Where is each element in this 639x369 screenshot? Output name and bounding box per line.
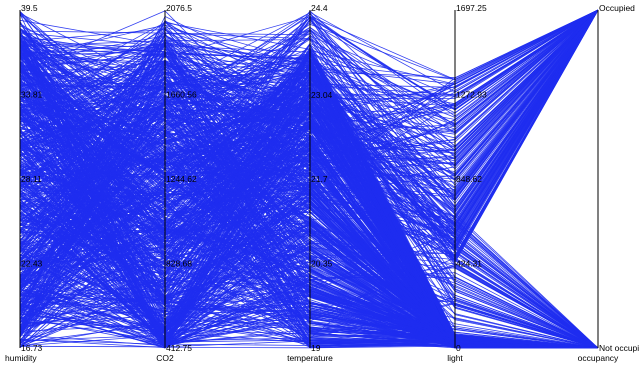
category-label: Occupied: [599, 3, 635, 13]
tick-label: 412.75: [166, 343, 192, 353]
tick-label: 33.81: [21, 89, 43, 99]
tick-label: 16.73: [21, 343, 43, 353]
axis-title: light: [447, 353, 463, 363]
tick-label: 21.7: [311, 174, 328, 184]
axis-co2: 412.75 828.68 1244.62 1660.56 2076.5 CO2: [156, 3, 197, 363]
axis-light: 0 424.31 848.62 1272.93 1697.25 light: [447, 3, 487, 363]
tick-label: 28.11: [21, 174, 42, 184]
tick-label: 1272.93: [456, 90, 487, 100]
category-label: Not occupied: [599, 343, 639, 353]
axis-occupancy: Not occupied Occupied occupancy: [578, 3, 639, 363]
tick-label: 24.4: [311, 3, 328, 13]
axis-humidity: 16.73 22.43 28.11 33.81 39.5 humidity: [5, 3, 43, 363]
tick-label: 2076.5: [166, 3, 192, 13]
tick-label: 23.04: [311, 90, 333, 100]
tick-label: 424.31: [456, 259, 482, 269]
tick-label: 1697.25: [456, 3, 487, 13]
axis-temperature: 19 20.35 21.7 23.04 24.4 temperature: [287, 3, 333, 363]
tick-label: 848.62: [456, 174, 482, 184]
axis-title: temperature: [287, 353, 333, 363]
tick-label: 19: [311, 343, 321, 353]
axis-title: humidity: [5, 353, 37, 363]
axis-title: occupancy: [578, 353, 619, 363]
axes-layer: 16.73 22.43 28.11 33.81 39.5 humidity 412.75 82…: [5, 3, 639, 363]
tick-label: 828.68: [166, 259, 192, 269]
data-lines-layer: [19, 9, 599, 349]
tick-label: 0: [456, 343, 461, 353]
tick-label: 1244.62: [166, 174, 197, 184]
tick-label: 1660.56: [166, 90, 197, 100]
tick-label: 39.5: [21, 3, 38, 13]
axis-title: CO2: [156, 353, 174, 363]
tick-label: 20.35: [311, 259, 333, 269]
tick-label: 22.43: [21, 258, 43, 268]
